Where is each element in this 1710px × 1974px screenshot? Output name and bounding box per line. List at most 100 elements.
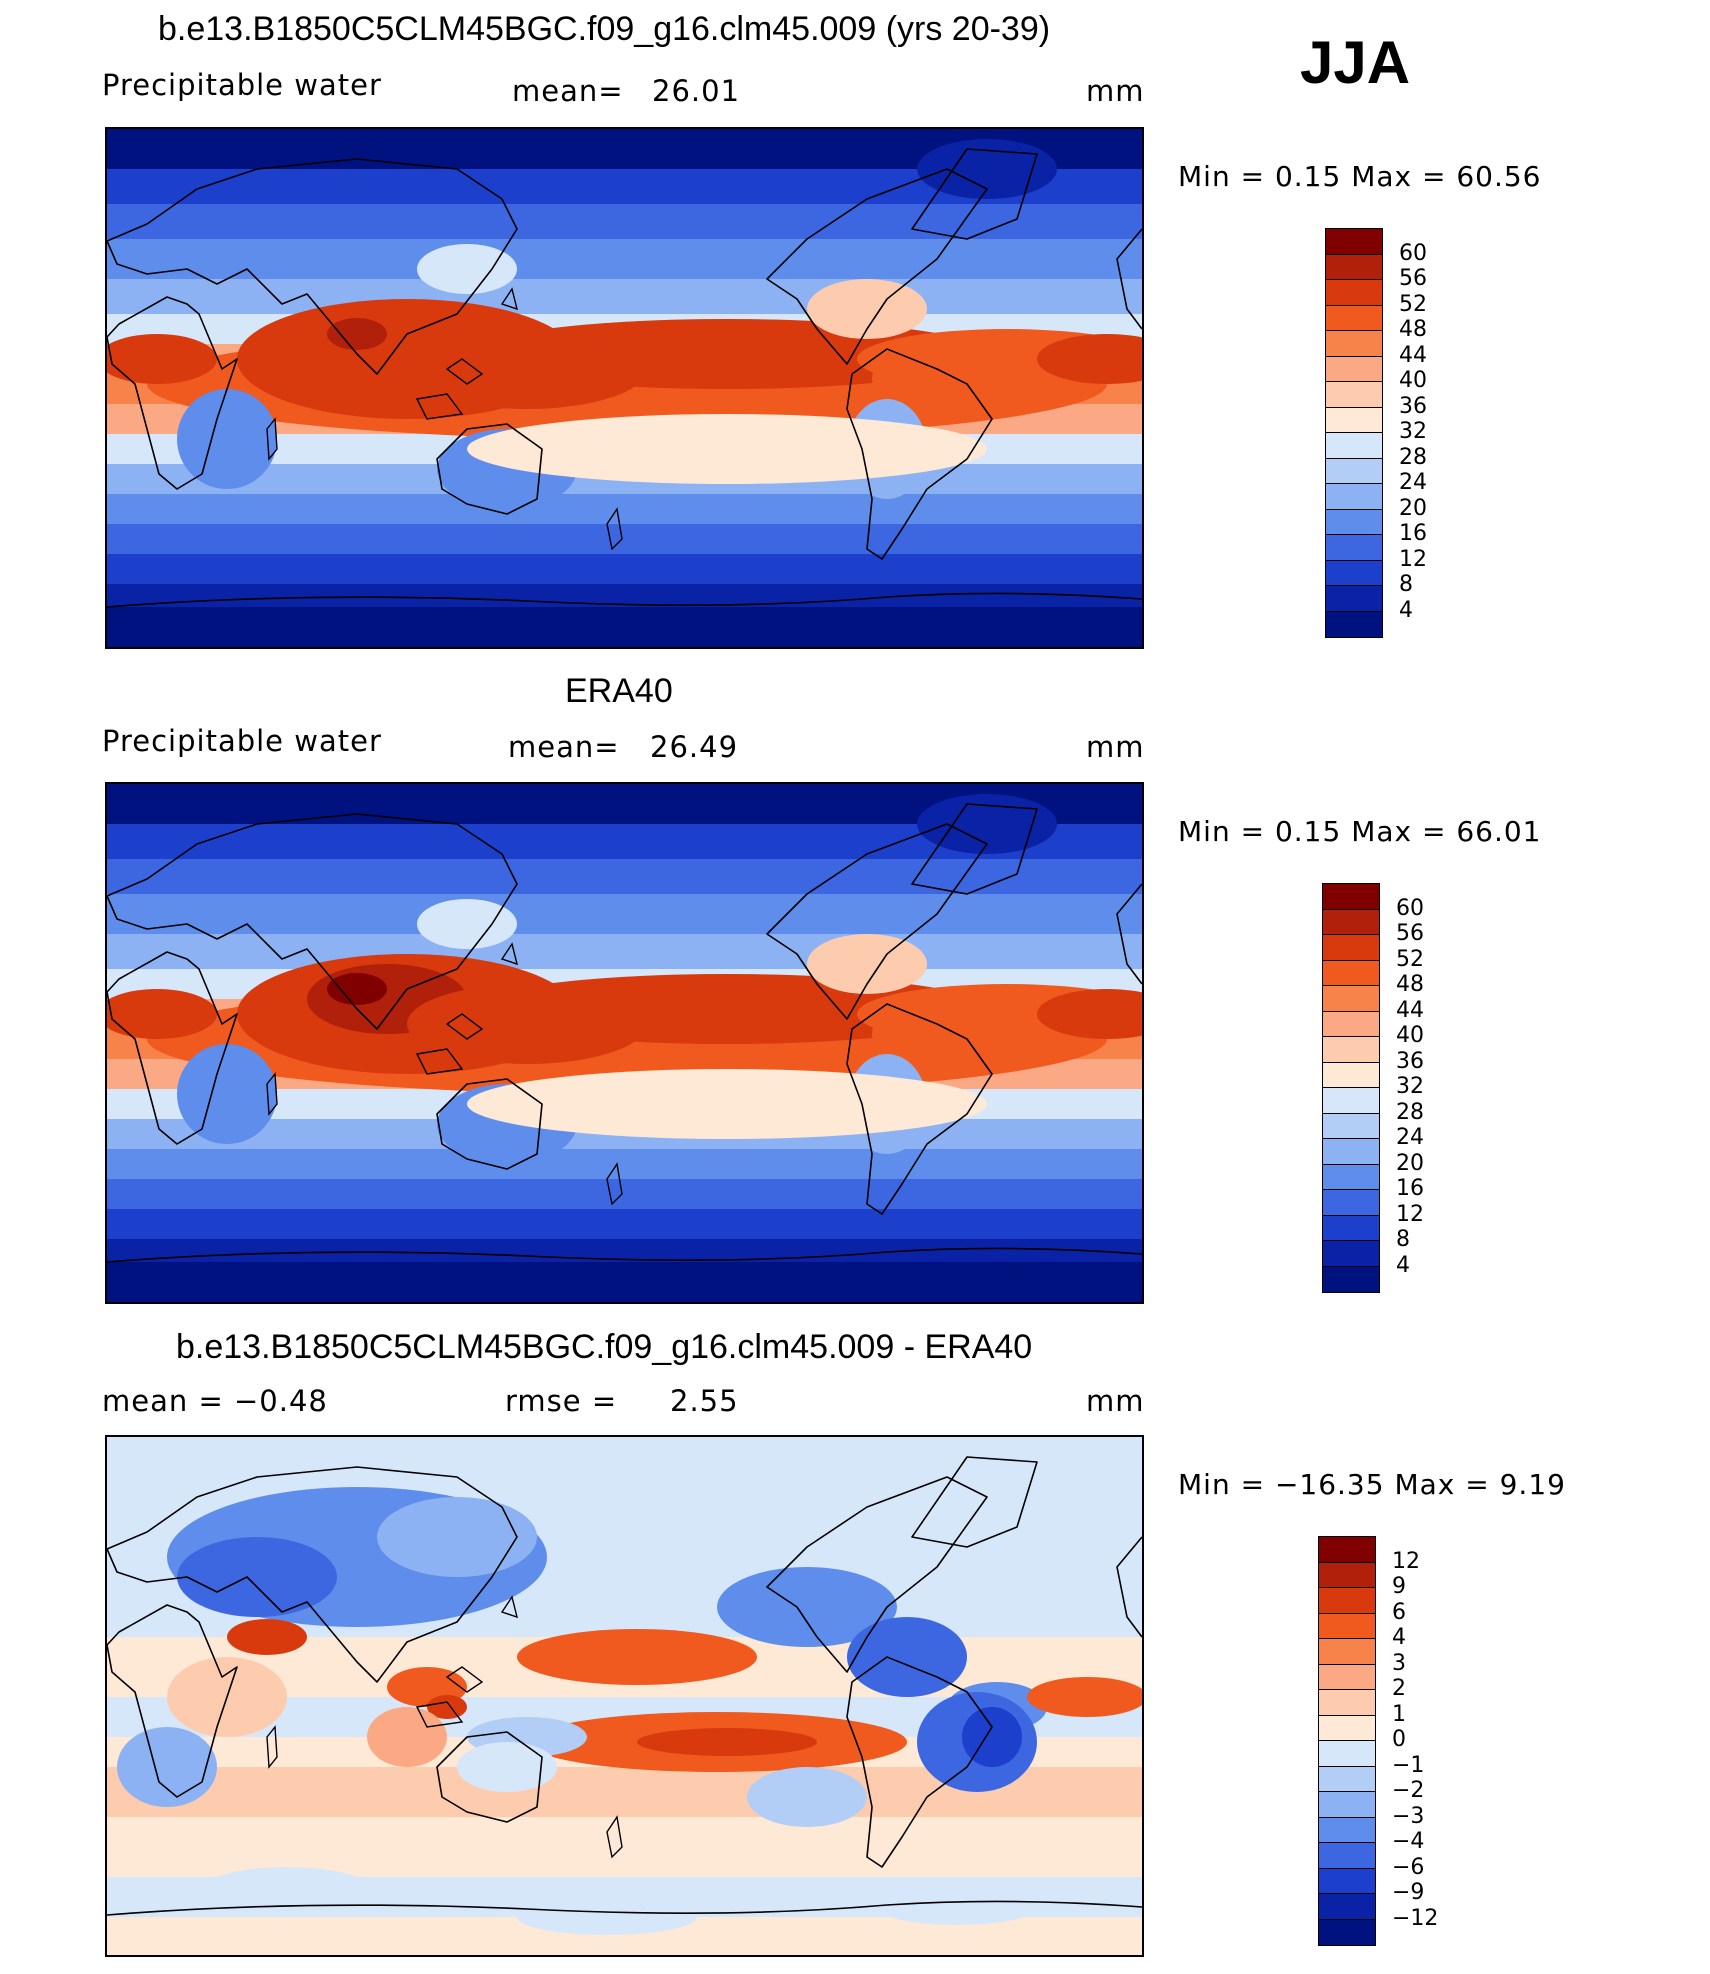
panel1-variable-label: Precipitable water: [102, 68, 382, 102]
panel2-title: ERA40: [565, 672, 673, 710]
panel3-colorbar-tick-label: −6: [1392, 1854, 1425, 1880]
panel1-minmax: Min = 0.15 Max = 60.56: [1178, 160, 1542, 193]
panel2-map-canvas: [107, 784, 1142, 1302]
pw-field-patch: [917, 139, 1057, 199]
island-outline: [415, 1701, 464, 1728]
pw-zonal-band: [107, 934, 1142, 970]
panel3-colorbar-tick-label: −12: [1392, 1905, 1439, 1931]
panel1-colorbar-tick-label: 60: [1399, 240, 1427, 266]
antarctica-coastline: [107, 1247, 1142, 1263]
panel1-colorbar-swatch: [1325, 406, 1383, 434]
panel3-colorbar-swatch: [1318, 1714, 1376, 1742]
panel3-colorbar-swatch: [1318, 1918, 1376, 1946]
diff-field-patch: [117, 1727, 217, 1807]
pw-zonal-band: [107, 494, 1142, 525]
coastline: [766, 1476, 988, 1673]
diff-field-patch: [207, 1867, 367, 1907]
coastline: [911, 148, 1038, 240]
panel1-colorbar-swatch: [1325, 381, 1383, 408]
island-outline: [500, 287, 518, 311]
panel2-colorbar-swatch: [1322, 1010, 1380, 1038]
panel3-colorbar-tick-label: 6: [1392, 1599, 1406, 1625]
panel3-colorbar-tick-label: 12: [1392, 1548, 1420, 1574]
panel2-colorbar-swatch: [1322, 883, 1380, 910]
coastline: [107, 813, 518, 1030]
panel1-mean-label: mean=: [512, 74, 624, 108]
panel1-colorbar-tick-label: 36: [1399, 393, 1427, 419]
panel1-colorbar-swatch: [1325, 432, 1383, 459]
panel1-colorbar-swatch: [1325, 585, 1383, 612]
panel2-colorbar-tick-label: 56: [1396, 921, 1424, 946]
island-outline: [415, 393, 464, 420]
diff-field-patch: [717, 1567, 897, 1647]
panel1-colorbar-tick-label: 16: [1399, 521, 1427, 546]
panel1-colorbar-swatch: [1325, 559, 1383, 587]
pw-zonal-band: [107, 1209, 1142, 1240]
diff-field-patch: [877, 1889, 1037, 1925]
coastline: [766, 168, 988, 365]
panel2-variable-label: Precipitable water: [102, 724, 382, 758]
diff-field-patch: [457, 1742, 557, 1792]
panel2-colorbar-tick-label: 8: [1396, 1227, 1410, 1252]
antarctica-coastline: [107, 592, 1142, 608]
coastline: [766, 823, 988, 1020]
diff-field-patch: [517, 1629, 757, 1685]
panel1-colorbar-tick-label: 20: [1399, 495, 1427, 521]
coastline: [846, 1003, 993, 1215]
coastline: [107, 951, 238, 1145]
pw-field-patch: [872, 344, 982, 414]
season-label: JJA: [1300, 29, 1411, 96]
panel3-mean-label: mean = −0.48: [102, 1384, 328, 1418]
panel3-colorbar-tick-label: −2: [1392, 1778, 1425, 1803]
panel2-colorbar-tick-label: 40: [1396, 1023, 1424, 1048]
panel3-colorbar-tick-label: −3: [1392, 1803, 1425, 1829]
coastline: [1116, 883, 1142, 985]
pw-zonal-band: [107, 607, 1142, 647]
panel2-colorbar: 60 56 52 48 44 40 36 32 28 24 20 16 12 8 4: [1322, 883, 1452, 1293]
panel3-colorbar-swatch: [1318, 1612, 1376, 1640]
diff-field-patch: [1027, 1677, 1142, 1717]
panel1-mean-value: 26.01: [652, 74, 741, 108]
panel3-colorbar-swatch: [1318, 1536, 1376, 1563]
panel3-title: b.e13.B1850C5CLM45BGC.f09_g16.clm45.009 …: [176, 1328, 1033, 1366]
pw-field-patch: [177, 389, 277, 489]
panel3-colorbar-tick-label: 3: [1392, 1650, 1406, 1676]
panel1-colorbar-swatch: [1325, 483, 1383, 510]
panel2-colorbar-swatch: [1322, 1112, 1380, 1140]
panel3-colorbar-tick-label: 2: [1392, 1676, 1406, 1701]
panel1-colorbar-swatch: [1325, 355, 1383, 383]
panel1-colorbar-tick-label: 52: [1399, 291, 1427, 317]
pw-field-patch: [407, 329, 647, 409]
pw-zonal-band: [107, 554, 1142, 585]
panel3-colorbar: 12 9 6 4 3 2 1 0 −1 −2 −3 −4 −6 −9 −12: [1318, 1536, 1448, 1946]
panel1-colorbar-tick-label: 24: [1399, 470, 1427, 495]
panel3-colorbar-swatch: [1318, 1893, 1376, 1920]
panel3-colorbar-swatch: [1318, 1663, 1376, 1691]
pw-field-patch: [1037, 989, 1142, 1039]
coastline: [1116, 1536, 1142, 1638]
diff-field-patch: [177, 1537, 337, 1617]
panel3-colorbar-tick-label: 0: [1392, 1727, 1406, 1752]
pw-field-patch: [807, 934, 927, 994]
pw-zonal-band: [107, 524, 1142, 555]
panel3-colorbar-tick-label: −1: [1392, 1752, 1425, 1778]
diff-field-patch: [427, 1695, 467, 1719]
diff-field-patch: [847, 1617, 967, 1697]
panel1-units: mm: [1086, 74, 1145, 108]
panel3-colorbar-swatch: [1318, 1638, 1376, 1665]
panel1-colorbar-swatch: [1325, 534, 1383, 561]
panel2-units: mm: [1086, 730, 1145, 764]
panel2-colorbar-tick-label: 36: [1396, 1048, 1424, 1074]
panel2-colorbar-swatch: [1322, 1240, 1380, 1267]
pw-zonal-band: [107, 204, 1142, 240]
pw-field-patch: [107, 334, 217, 384]
panel2-colorbar-swatch: [1322, 1087, 1380, 1114]
pw-zonal-band: [107, 1149, 1142, 1180]
panel1-colorbar-tick-label: 28: [1399, 444, 1427, 470]
panel3-rmse-label: rmse =: [505, 1384, 618, 1418]
island-outline: [266, 1072, 278, 1116]
panel2-colorbar-swatch: [1322, 1189, 1380, 1216]
pw-field-patch: [917, 794, 1057, 854]
panel3-rmse-value: 2.55: [670, 1384, 739, 1418]
panel2-colorbar-swatch: [1322, 985, 1380, 1012]
